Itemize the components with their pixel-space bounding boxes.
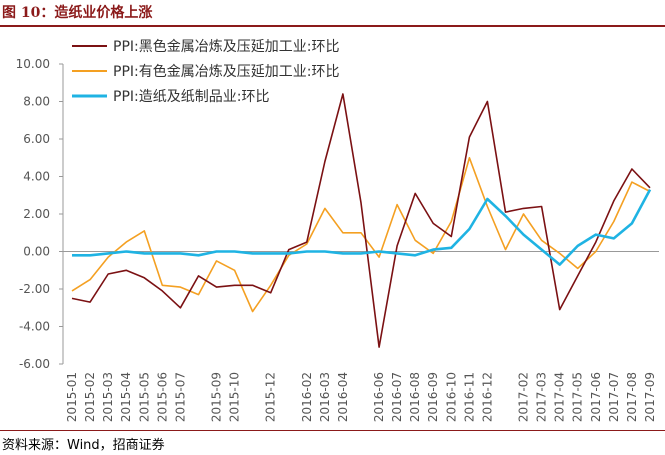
x-tick-label: 2017-04 xyxy=(553,372,567,422)
x-tick-label: 2016-03 xyxy=(318,372,332,422)
y-tick-label: 4.00 xyxy=(23,170,50,184)
x-tick-label: 2016-06 xyxy=(372,372,386,422)
legend-label: PPI:造纸及纸制品业:环比 xyxy=(113,89,269,105)
y-tick-label: -2.00 xyxy=(19,282,50,296)
y-tick-label: -6.00 xyxy=(19,357,50,371)
title-rule xyxy=(0,25,665,27)
x-tick-label: 2015-01 xyxy=(65,372,79,422)
series-line-0 xyxy=(71,93,651,348)
x-tick-label: 2017-08 xyxy=(625,372,639,422)
x-tick-label: 2016-07 xyxy=(390,372,404,422)
x-tick-label: 2017-07 xyxy=(607,372,621,422)
x-tick-label: 2015-07 xyxy=(173,372,187,422)
source-note: 资料来源：Wind，招商证券 xyxy=(2,438,165,453)
y-tick-label: 2.00 xyxy=(23,207,50,221)
series-line-2 xyxy=(72,188,652,266)
x-tick-label: 2016-11 xyxy=(462,372,476,422)
chart-series xyxy=(71,93,652,348)
y-tick-label: 10.00 xyxy=(16,57,50,71)
chart-axes: 10.00 8.00 6.00 4.00 2.00 0.00 -2.00 -4.00 -6.00… xyxy=(16,57,659,422)
x-tick-label: 2017-06 xyxy=(589,372,603,422)
x-tick-label: 2015-10 xyxy=(228,372,242,422)
x-tick-label: 2016-09 xyxy=(426,372,440,422)
line-chart: 10.00 8.00 6.00 4.00 2.00 0.00 -2.00 -4.00 -6.00… xyxy=(16,38,659,422)
legend-label: PPI:有色金属冶炼及压延加工业:环比 xyxy=(113,63,339,80)
x-tick-label: 2017-02 xyxy=(517,372,531,422)
x-tick-label: 2016-04 xyxy=(336,372,350,422)
y-tick-label: 6.00 xyxy=(23,132,50,146)
x-tick-label: 2016-10 xyxy=(444,372,458,422)
x-tick-label: 2016-08 xyxy=(408,372,422,422)
x-tick-label: 2015-06 xyxy=(155,372,169,422)
x-tick-label: 2017-05 xyxy=(571,372,585,422)
bottom-rule xyxy=(0,430,665,431)
x-tick-label: 2015-12 xyxy=(264,372,278,422)
x-tick-label: 2015-09 xyxy=(210,372,224,422)
x-tick-label: 2016-02 xyxy=(300,372,314,422)
legend-label: PPI:黑色金属冶炼及压延加工业:环比 xyxy=(113,38,339,55)
y-tick-label: 0.00 xyxy=(23,245,50,259)
y-tick-label: 8.00 xyxy=(23,95,50,109)
x-tick-label: 2015-03 xyxy=(101,372,115,422)
figure-title: 图 10：造纸业价格上涨 xyxy=(2,5,153,21)
x-tick-label: 2015-04 xyxy=(119,372,133,422)
series-line-1 xyxy=(71,157,651,313)
x-tick-label: 2016-12 xyxy=(480,372,494,422)
x-tick-label: 2015-02 xyxy=(83,372,97,422)
x-tick-label: 2017-03 xyxy=(535,372,549,422)
y-tick-label: -4.00 xyxy=(19,320,50,334)
x-tick-label: 2017-09 xyxy=(643,372,657,422)
x-tick-label: 2015-05 xyxy=(137,372,151,422)
chart-legend: PPI:黑色金属冶炼及压延加工业:环比 PPI:有色金属冶炼及压延加工业:环比 PP… xyxy=(72,38,339,105)
